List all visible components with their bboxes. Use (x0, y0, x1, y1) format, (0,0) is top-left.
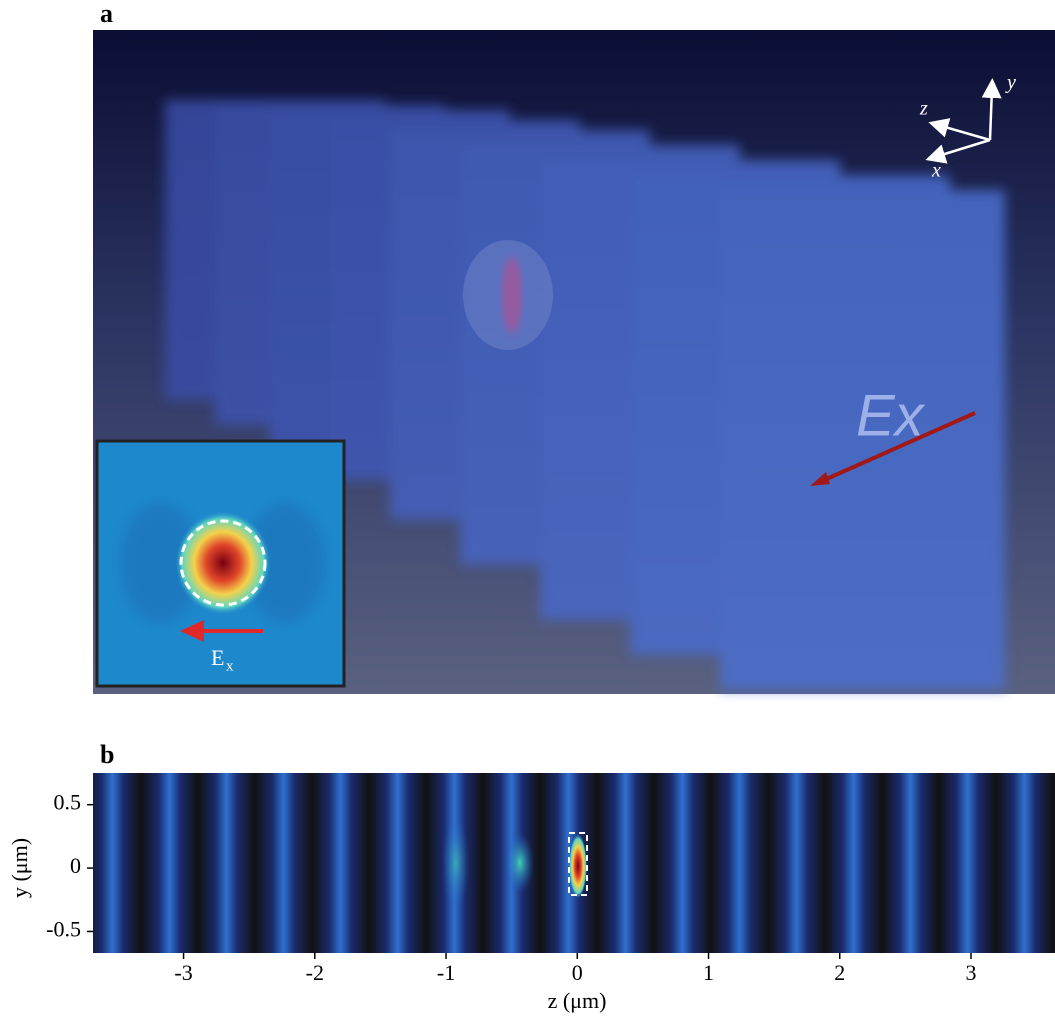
x-axis-label: z (μm) (548, 988, 607, 1013)
x-tick-label: 3 (966, 960, 977, 985)
y-tick-label: 0.5 (54, 790, 82, 815)
axis-x-label: x (931, 160, 941, 182)
y-tick-label: -0.5 (46, 916, 81, 941)
inset-field-symbol: E (211, 645, 224, 670)
field-arrowhead (810, 472, 830, 486)
panel-label: a (100, 0, 113, 28)
y-tick-label: 0 (70, 853, 81, 878)
axis-triad (925, 78, 1002, 164)
panel-label: b (100, 740, 114, 769)
slabs (165, 100, 1005, 690)
x-tick-label: -3 (174, 960, 192, 985)
x-tick-label: -2 (306, 960, 324, 985)
axis-z-label: z (919, 98, 928, 120)
y-axis-label: y (μm) (7, 838, 32, 898)
field-label: Ex (856, 383, 926, 448)
inset: E x (95, 439, 346, 688)
axis-y-label: y (1005, 72, 1016, 94)
field-arrow (821, 411, 976, 483)
x-tick-label: 1 (703, 960, 714, 985)
x-tick-label: -1 (437, 960, 455, 985)
x-tick-label: 0 (572, 960, 583, 985)
hotspot (502, 257, 522, 333)
x-tick-label: 2 (834, 960, 845, 985)
heatmap (93, 773, 1055, 953)
inset-field-subscript: x (226, 658, 234, 674)
